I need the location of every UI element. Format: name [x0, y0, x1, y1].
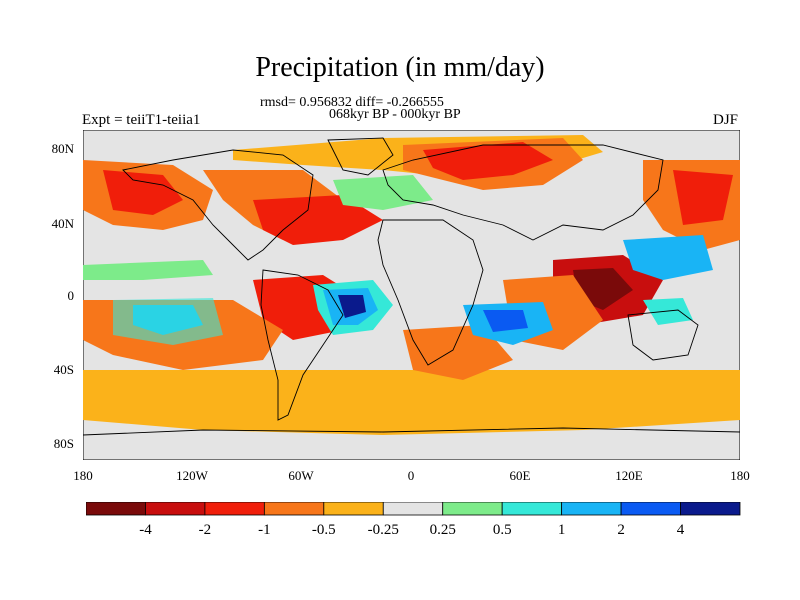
indian-ocean-wet [623, 235, 713, 280]
subtitle-stats: rmsd= 0.956832 diff= -0.266555 [260, 95, 444, 110]
y-tick-0: 0 [67, 288, 75, 303]
west-pacific-dry-core [673, 170, 733, 225]
subtitle-period: 068kyr BP - 000kyr BP [329, 107, 461, 122]
x-tick-60e: 60E [509, 468, 531, 483]
colorbar-label: -0.25 [367, 522, 399, 538]
south-indian-wet [643, 298, 693, 325]
x-tick-0: 0 [407, 468, 415, 483]
colorbar-label: 2 [617, 522, 625, 538]
x-tick-180e: 180 [730, 468, 750, 483]
colorbar-swatch [382, 502, 444, 516]
eurasia-coast [382, 144, 664, 241]
south-atlantic-dry [403, 325, 513, 380]
antarctica-coast [83, 427, 740, 436]
experiment-label: Expt = teiiT1-teiia1 [82, 112, 201, 128]
tropical-pacific-wet [83, 260, 213, 280]
colorbar-swatch [501, 502, 563, 516]
colorbar-swatch [323, 502, 384, 516]
australia-coast [627, 309, 699, 361]
colorbar-swatch [620, 502, 681, 516]
north-pacific-dry-core [103, 170, 183, 215]
colorbar-label: 0.5 [492, 522, 512, 538]
y-tick-80s: 80S [53, 436, 74, 451]
colorbar-swatch [145, 502, 206, 516]
north-america-coast [122, 149, 314, 261]
colorbar-swatch [86, 502, 146, 516]
season-label: DJF [712, 112, 738, 128]
positive-anomaly-regions [83, 175, 713, 345]
x-tick-120e: 120E [615, 468, 643, 483]
south-america-coast [260, 269, 344, 421]
colorbar-swatch [442, 502, 503, 516]
x-tick-120w: 120W [176, 468, 208, 483]
colorbar-swatch [561, 502, 622, 516]
colorbar-label: 1 [557, 522, 566, 538]
north-atlantic-dry [253, 195, 383, 245]
y-tick-80n: 80N [51, 141, 74, 156]
plot-title: Precipitation (in mm/day) [255, 52, 545, 83]
y-tick-40n: 40N [51, 216, 74, 231]
greenland-coast [327, 137, 394, 176]
precipitation-map [83, 130, 740, 460]
colorbar [86, 502, 741, 516]
colorbar-label: -4 [139, 522, 152, 538]
colorbar-swatch [263, 502, 325, 516]
colorbar-label: -2 [198, 522, 212, 538]
colorbar-label: -1 [258, 522, 271, 538]
coastlines [83, 137, 740, 436]
colorbar-label: -0.5 [311, 522, 336, 538]
southern-ocean-dry [83, 370, 740, 435]
x-tick-60w: 60W [288, 468, 314, 483]
amazon-wet-core [338, 295, 366, 318]
y-tick-40s: 40S [53, 362, 74, 377]
colorbar-label: 4 [676, 522, 685, 538]
colorbar-swatch [204, 502, 265, 516]
south-pacific-wet-edge [113, 298, 223, 345]
southern-africa-wet-core [483, 310, 528, 332]
colorbar-swatch [680, 502, 741, 516]
africa-coast [377, 219, 484, 366]
colorbar-label: 0.25 [429, 522, 456, 538]
siberia-dry-core [423, 142, 553, 180]
x-tick-180w: 180 [73, 468, 93, 483]
